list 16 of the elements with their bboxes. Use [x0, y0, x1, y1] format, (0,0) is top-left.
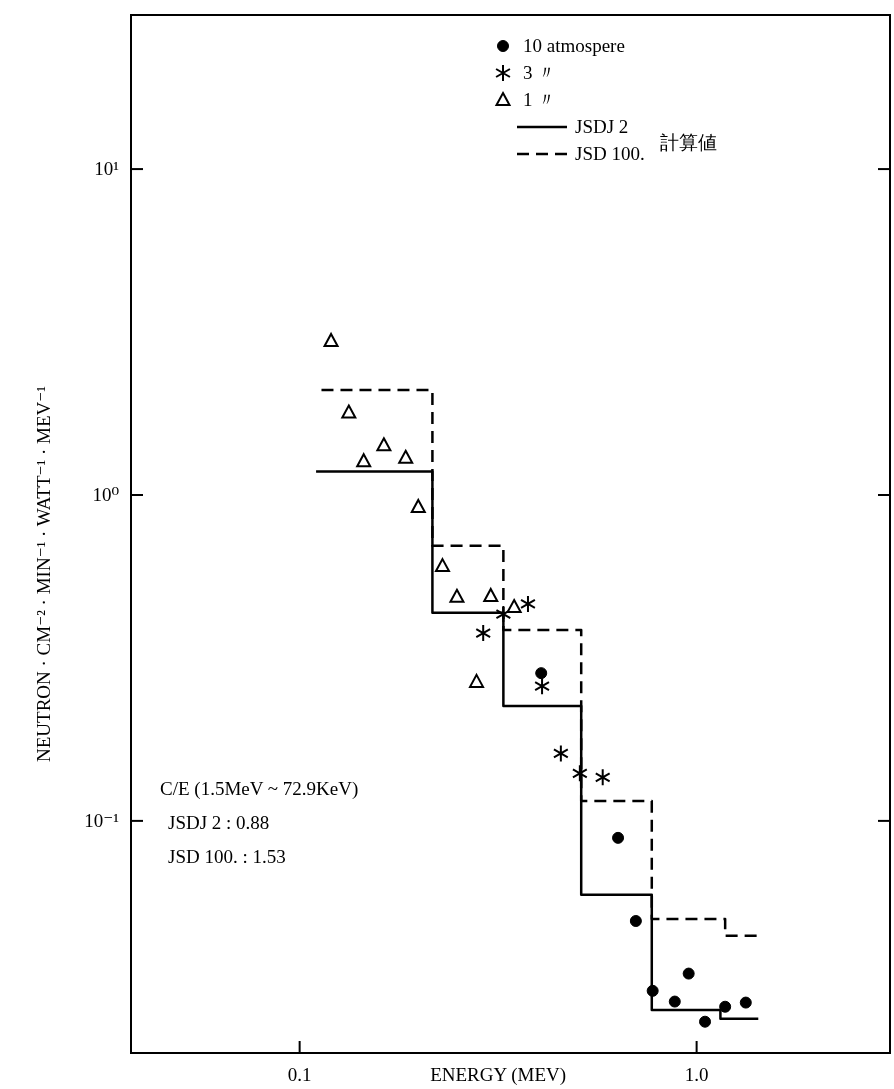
y-tick-label: 10¹	[94, 158, 120, 180]
y-tick-label: 10⁻¹	[84, 809, 120, 831]
annotation: C/E (1.5MeV ~ 72.9KeV)	[160, 778, 359, 800]
x-tick-label: 1.0	[684, 1064, 709, 1085]
annotation: JSD 100. : 1.53	[168, 846, 286, 867]
annotation: JSDJ 2 : 0.88	[168, 812, 270, 833]
x-axis-title: ENERGY (MEV)	[430, 1064, 567, 1086]
legend-label: 1 〃	[523, 89, 557, 110]
y-axis-title: NEUTRON · CM⁻² · MIN⁻¹ · WATT⁻¹ · MEV⁻¹	[33, 385, 54, 763]
annotation: 計算値	[660, 130, 717, 153]
legend-label: JSD 100.	[575, 143, 645, 164]
y-tick-label: 10⁰	[92, 483, 120, 505]
legend-label: 3 〃	[523, 62, 557, 83]
x-tick-label: 0.1	[287, 1064, 312, 1085]
legend-label: 10 atmospere	[523, 35, 625, 56]
legend-label: JSDJ 2	[575, 116, 629, 137]
